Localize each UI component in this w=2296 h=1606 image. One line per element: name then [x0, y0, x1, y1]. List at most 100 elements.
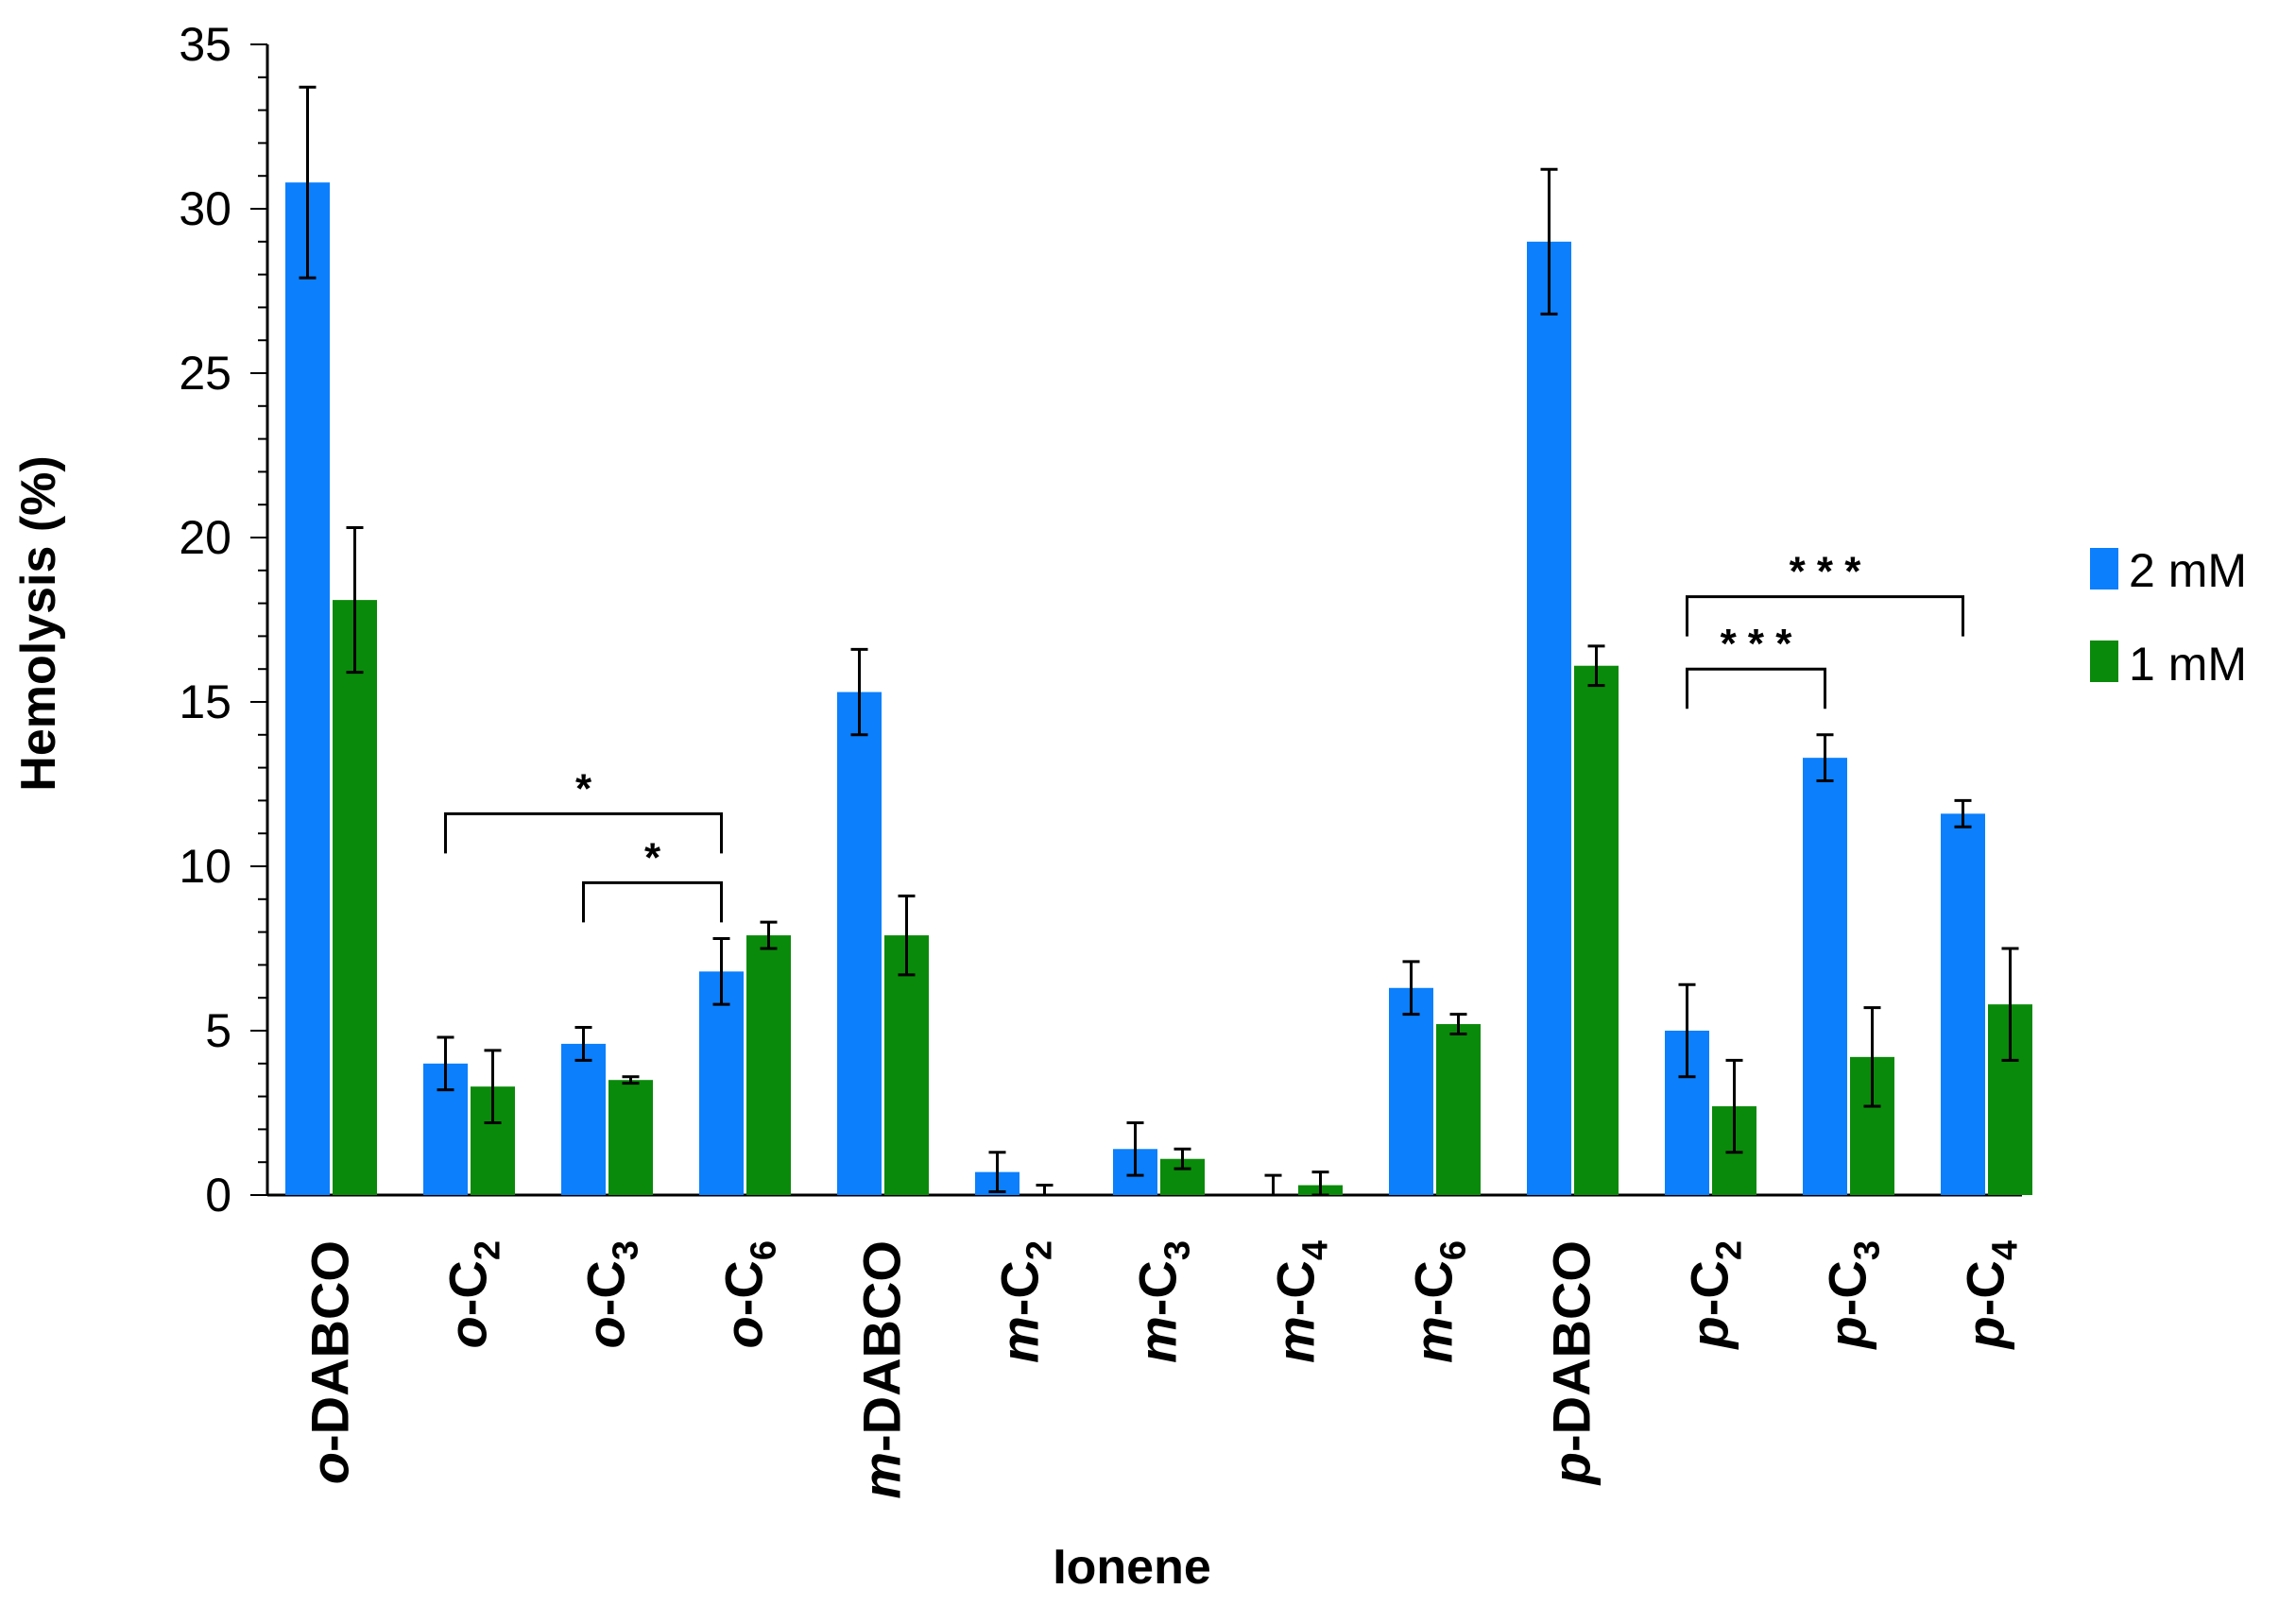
category-label-group: p-C4: [1956, 1240, 2026, 1350]
significance-bracket: [1686, 667, 1826, 709]
category-label-group: o-DABCO: [300, 1240, 360, 1484]
category-subscript: 2: [469, 1240, 508, 1260]
category-base: -C: [438, 1260, 498, 1316]
category-base: -DABCO: [852, 1240, 912, 1452]
category-base: -C: [714, 1260, 774, 1316]
category-subscript: 6: [1434, 1240, 1474, 1260]
y-tick-label: 10: [179, 840, 231, 893]
category-base: -DABCO: [300, 1240, 360, 1452]
category-label-group: m-C2: [990, 1240, 1060, 1363]
significance-mark: *: [644, 834, 661, 880]
category-label-group: p-C2: [1680, 1240, 1750, 1350]
category-label: o-C2: [438, 1240, 508, 1348]
category-label-group: p-DABCO: [1542, 1240, 1602, 1486]
category-label: p-DABCO: [1542, 1240, 1602, 1486]
bar-2mm-9: [1527, 241, 1571, 1196]
significance-mark: *: [575, 765, 592, 812]
bar-1mm-8: [1436, 1024, 1481, 1195]
category-prefix: m: [1128, 1316, 1188, 1363]
legend-swatch-2mm: [2090, 548, 2118, 589]
category-subscript: 3: [607, 1240, 646, 1260]
bar-2mm-11: [1803, 758, 1847, 1195]
category-label: m-C6: [1404, 1240, 1474, 1363]
category-prefix: o: [576, 1316, 636, 1348]
category-prefix: p: [1818, 1316, 1877, 1350]
category-label-group: m-DABCO: [852, 1240, 912, 1499]
bar-2mm-12: [1941, 813, 1985, 1195]
bar-1mm-4: [884, 935, 929, 1195]
category-prefix: m: [990, 1316, 1050, 1363]
legend-label-2mm: 2 mM: [2129, 544, 2247, 597]
significance-bracket: [444, 812, 723, 854]
x-axis-title: Ionene: [1053, 1540, 1211, 1595]
y-tick-label: 5: [205, 1004, 231, 1057]
category-subscript: 3: [1158, 1240, 1198, 1260]
category-base: -C: [1680, 1260, 1739, 1316]
significance-bracket: [582, 880, 723, 923]
category-subscript: 4: [1296, 1240, 1336, 1260]
category-subscript: 3: [1848, 1240, 1888, 1260]
bar-2mm-4: [837, 692, 882, 1195]
y-axis-title: Hemolysis (%): [11, 455, 66, 791]
significance-mark: * * *: [1790, 549, 1862, 595]
category-base: -C: [1956, 1260, 2015, 1316]
y-axis: 0 5 10 15 20 25 30 35: [179, 18, 269, 1222]
category-label-group: o-C6: [714, 1240, 784, 1348]
category-label-group: m-C3: [1128, 1240, 1198, 1363]
legend-swatch-1mm: [2090, 641, 2118, 682]
category-subscript: 2: [1020, 1240, 1060, 1260]
y-tick-label: 20: [179, 511, 231, 564]
category-label-group: o-C2: [438, 1240, 508, 1348]
bar-1mm-9: [1574, 665, 1619, 1195]
bar-2mm-8: [1389, 987, 1433, 1195]
category-prefix: p: [1956, 1316, 2015, 1350]
category-prefix: m: [852, 1452, 912, 1499]
bar-series: [285, 182, 2032, 1196]
category-label: m-C4: [1266, 1240, 1336, 1363]
category-prefix: m: [1266, 1316, 1326, 1363]
bar-2mm-2: [561, 1043, 606, 1195]
significance-brackets: * * * * * * * *: [444, 549, 1964, 923]
category-label: m-C3: [1128, 1240, 1198, 1363]
category-prefix: o: [300, 1452, 360, 1484]
category-labels: o-DABCO o-C2o-C3o-C6m-DABCO m-C2m-C3m-C4m-…: [300, 1240, 2026, 1499]
category-base: -C: [990, 1260, 1050, 1316]
category-label: o-C6: [714, 1240, 784, 1348]
category-label: o-C3: [576, 1240, 646, 1348]
bar-1mm-2: [608, 1080, 653, 1195]
bar-1mm-3: [746, 935, 791, 1195]
category-subscript: 6: [745, 1240, 784, 1260]
category-subscript: 4: [1986, 1240, 2026, 1260]
significance-mark: * * *: [1721, 621, 1793, 667]
y-tick-label: 35: [179, 18, 231, 71]
category-label-group: o-C3: [576, 1240, 646, 1348]
y-tick-label: 25: [179, 347, 231, 400]
category-base: -DABCO: [1542, 1240, 1602, 1452]
y-tick-label: 30: [179, 182, 231, 235]
significance-bracket: [1686, 595, 1964, 637]
category-subscript: 2: [1710, 1240, 1750, 1260]
category-label: p-C4: [1956, 1240, 2026, 1350]
category-label: p-C2: [1680, 1240, 1750, 1350]
legend-label-1mm: 1 mM: [2129, 638, 2247, 691]
category-base: -C: [1266, 1260, 1326, 1316]
category-label-group: m-C4: [1266, 1240, 1336, 1363]
category-prefix: m: [1404, 1316, 1464, 1363]
category-base: -C: [576, 1260, 636, 1316]
category-label-group: m-C6: [1404, 1240, 1474, 1363]
y-tick-label: 15: [179, 675, 231, 728]
y-tick-label: 0: [205, 1169, 231, 1222]
category-label: m-C2: [990, 1240, 1060, 1363]
error-bars: [299, 85, 2019, 1197]
category-prefix: o: [438, 1316, 498, 1348]
legend: 2 mM 1 mM: [2090, 544, 2247, 691]
category-base: -C: [1128, 1260, 1188, 1316]
category-label: o-DABCO: [300, 1240, 360, 1484]
category-prefix: p: [1680, 1316, 1739, 1350]
bar-2mm-3: [699, 971, 744, 1195]
category-base: -C: [1818, 1260, 1877, 1316]
bar-1mm-0: [333, 600, 377, 1195]
category-label: p-C3: [1818, 1240, 1888, 1350]
category-label: m-DABCO: [852, 1240, 912, 1499]
